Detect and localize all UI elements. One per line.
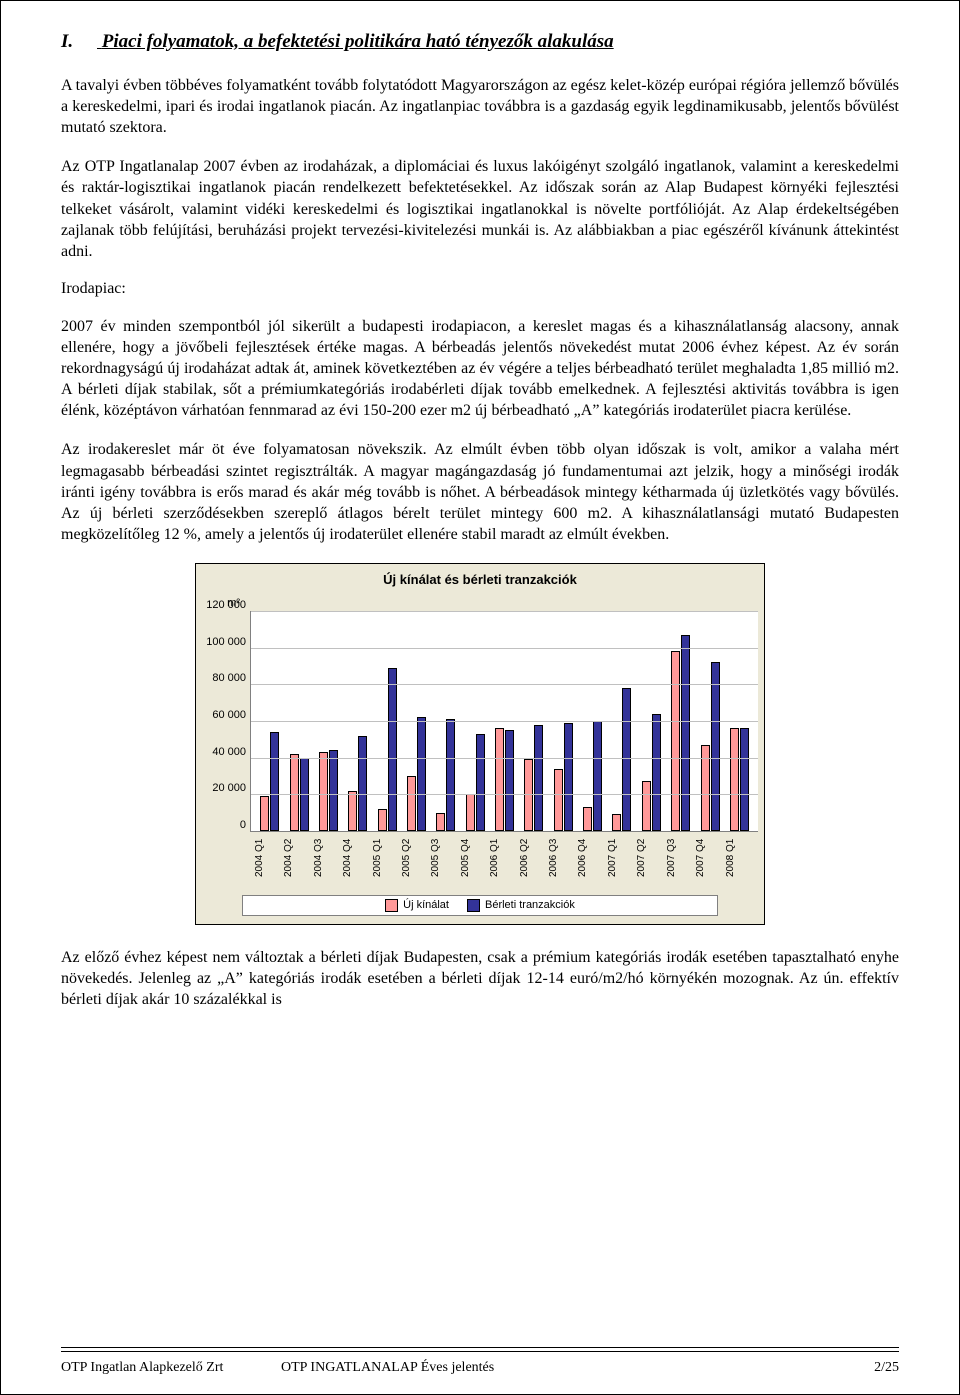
chart-bar-group [314, 750, 343, 831]
footer-right: 2/25 [839, 1360, 899, 1376]
chart-bar-series-b [711, 662, 720, 831]
chart-bar-group [519, 725, 548, 831]
chart-bar-series-a [612, 814, 621, 831]
chart-bar-series-b [652, 714, 661, 831]
section-heading: I. Piaci folyamatok, a befektetési polit… [61, 31, 899, 53]
page-footer: OTP Ingatlan Alapkezelő Zrt OTP INGATLAN… [61, 1360, 899, 1376]
chart-bar-series-a [583, 807, 592, 831]
chart-x-tick: 2004 Q3 [313, 832, 342, 887]
chart-bar-series-b [534, 725, 543, 831]
chart-bar-group [607, 688, 636, 831]
chart-bar-series-b [329, 750, 338, 831]
paragraph-5: Az előző évhez képest nem változtak a bé… [61, 947, 899, 1010]
chart-bar-series-a [436, 813, 445, 831]
chart-bar-group [695, 662, 724, 831]
footer-left: OTP Ingatlan Alapkezelő Zrt [61, 1360, 281, 1376]
chart-x-tick: 2004 Q4 [342, 832, 371, 887]
chart-bar-group [461, 734, 490, 831]
chart-bar-series-b [564, 723, 573, 831]
document-page: I. Piaci folyamatok, a befektetési polit… [0, 0, 960, 1395]
chart-bar-series-a [495, 728, 504, 831]
footer-rule [61, 1347, 899, 1352]
chart-bar-series-a [319, 752, 328, 831]
chart-x-tick: 2005 Q1 [372, 832, 401, 887]
chart-bar-group [578, 721, 607, 831]
heading-roman: I. [61, 31, 97, 53]
chart-bar-series-b [358, 736, 367, 831]
chart-bar-group [431, 719, 460, 831]
paragraph-1: A tavalyi évben többéves folyamatként to… [61, 75, 899, 138]
chart-bar-series-a [260, 796, 269, 831]
chart-x-tick: 2007 Q2 [636, 832, 665, 887]
chart-x-tick: 2004 Q1 [254, 832, 283, 887]
chart-bar-series-b [740, 728, 749, 831]
chart-bar-series-a [407, 776, 416, 831]
chart-x-tick: 2005 Q4 [460, 832, 489, 887]
chart-x-axis: 2004 Q12004 Q22004 Q32004 Q42005 Q12005 … [250, 832, 758, 887]
chart-bar-series-a [730, 728, 739, 831]
chart-legend-swatch [467, 899, 480, 912]
chart-bar-series-b [622, 688, 631, 831]
chart-bar-group [255, 732, 284, 831]
chart-bar-series-b [388, 668, 397, 831]
chart-bar-group [402, 717, 431, 831]
chart-bar-series-b [270, 732, 279, 831]
chart-bar-series-b [593, 721, 602, 831]
chart-bar-series-a [671, 651, 680, 831]
chart-bar-group [284, 754, 313, 831]
chart-x-tick: 2005 Q3 [430, 832, 459, 887]
chart-x-tick: 2006 Q3 [548, 832, 577, 887]
paragraph-3: 2007 év minden szempontból jól sikerült … [61, 316, 899, 422]
chart-x-tick: 2006 Q4 [577, 832, 606, 887]
chart-legend-label: Bérleti tranzakciók [485, 899, 575, 911]
footer-center: OTP INGATLANALAP Éves jelentés [281, 1360, 839, 1376]
chart-x-tick: 2006 Q1 [489, 832, 518, 887]
chart-bar-group [372, 668, 401, 831]
chart-bar-series-b [505, 730, 514, 831]
chart-bar-series-b [681, 635, 690, 831]
chart-bar-series-a [348, 791, 357, 831]
chart-bar-group [725, 728, 754, 831]
chart-y-axis: 120 000100 00080 00060 00040 00020 0000 [202, 611, 250, 831]
chart-bar-series-b [417, 717, 426, 831]
chart-bar-series-a [290, 754, 299, 831]
chart-x-tick: 2006 Q2 [519, 832, 548, 887]
chart-bar-series-b [446, 719, 455, 831]
chart-legend-swatch [385, 899, 398, 912]
heading-title: Piaci folyamatok, a befektetési politiká… [102, 31, 614, 52]
chart-legend-item: Bérleti tranzakciók [467, 899, 575, 912]
chart-x-tick: 2007 Q1 [607, 832, 636, 887]
chart-x-tick: 2008 Q1 [725, 832, 754, 887]
chart-bar-series-a [642, 781, 651, 831]
chart-x-tick: 2007 Q4 [695, 832, 724, 887]
chart-x-tick: 2007 Q3 [666, 832, 695, 887]
chart-bar-series-a [554, 769, 563, 831]
chart-legend-item: Új kínálat [385, 899, 449, 912]
chart-bar-group [490, 728, 519, 831]
chart-bar-series-a [378, 809, 387, 831]
chart-legend: Új kínálat Bérleti tranzakciók [242, 895, 718, 916]
subheading-irodapiac: Irodapiac: [61, 280, 899, 298]
bar-chart: Új kínálat és bérleti tranzakciók m² 120… [195, 563, 765, 925]
paragraph-2: Az OTP Ingatlanalap 2007 évben az irodah… [61, 156, 899, 262]
chart-x-tick: 2005 Q2 [401, 832, 430, 887]
chart-bar-group [666, 635, 695, 831]
chart-bar-group [637, 714, 666, 831]
chart-bar-group [549, 723, 578, 831]
chart-title: Új kínálat és bérleti tranzakciók [202, 572, 758, 587]
chart-legend-label: Új kínálat [403, 899, 449, 911]
paragraph-4: Az irodakereslet már öt éve folyamatosan… [61, 439, 899, 545]
chart-x-tick: 2004 Q2 [283, 832, 312, 887]
chart-bar-group [343, 736, 372, 831]
chart-plot-area [250, 611, 758, 832]
chart-bar-series-b [476, 734, 485, 831]
chart-bar-series-a [466, 794, 475, 831]
